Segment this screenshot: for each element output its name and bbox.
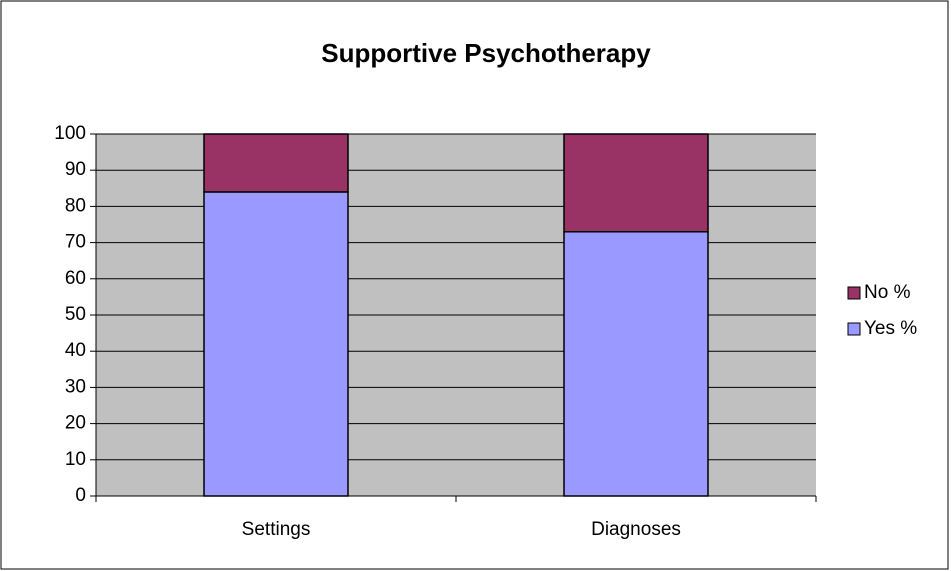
chart-title: Supportive Psychotherapy — [321, 38, 651, 68]
y-tick-label: 80 — [65, 195, 86, 216]
x-tick-label: Settings — [242, 519, 311, 540]
bar-segment — [203, 191, 349, 497]
y-tick-label: 60 — [65, 268, 86, 289]
y-tick-label: 90 — [65, 159, 86, 180]
y-tick-label: 50 — [65, 304, 86, 325]
y-tick-label: 10 — [65, 449, 86, 470]
legend-label: Yes % — [864, 318, 917, 339]
y-tick-label: 0 — [75, 485, 86, 506]
y-tick-label: 20 — [65, 413, 86, 434]
legend-label: No % — [864, 282, 911, 303]
bar-segment — [563, 133, 709, 233]
legend-swatch — [847, 286, 861, 300]
bar-segment — [563, 230, 709, 497]
y-tick-label: 70 — [65, 232, 86, 253]
y-tick-label: 100 — [54, 123, 86, 144]
y-tick-label: 40 — [65, 340, 86, 361]
x-tick-label: Diagnoses — [591, 519, 681, 540]
legend-swatch — [847, 322, 861, 336]
y-tick-label: 30 — [65, 376, 86, 397]
bar-segment — [203, 133, 349, 193]
